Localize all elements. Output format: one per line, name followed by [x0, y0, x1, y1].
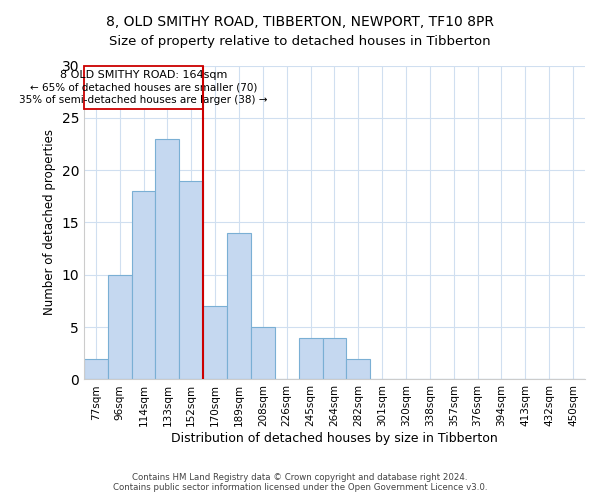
Bar: [108, 275, 131, 380]
Text: 8 OLD SMITHY ROAD: 164sqm: 8 OLD SMITHY ROAD: 164sqm: [60, 70, 227, 80]
Bar: [227, 233, 251, 380]
Bar: [323, 338, 346, 380]
Bar: [299, 338, 323, 380]
Bar: [346, 358, 370, 380]
Text: 8, OLD SMITHY ROAD, TIBBERTON, NEWPORT, TF10 8PR: 8, OLD SMITHY ROAD, TIBBERTON, NEWPORT, …: [106, 15, 494, 29]
FancyBboxPatch shape: [84, 66, 203, 110]
Bar: [84, 358, 108, 380]
Text: Contains HM Land Registry data © Crown copyright and database right 2024.
Contai: Contains HM Land Registry data © Crown c…: [113, 473, 487, 492]
Text: Size of property relative to detached houses in Tibberton: Size of property relative to detached ho…: [109, 35, 491, 48]
Text: ← 65% of detached houses are smaller (70): ← 65% of detached houses are smaller (70…: [30, 82, 257, 92]
Text: 35% of semi-detached houses are larger (38) →: 35% of semi-detached houses are larger (…: [19, 95, 268, 105]
X-axis label: Distribution of detached houses by size in Tibberton: Distribution of detached houses by size …: [171, 432, 498, 445]
Y-axis label: Number of detached properties: Number of detached properties: [43, 130, 56, 316]
Bar: [179, 180, 203, 380]
Bar: [131, 191, 155, 380]
Bar: [251, 327, 275, 380]
Bar: [155, 139, 179, 380]
Bar: [203, 306, 227, 380]
